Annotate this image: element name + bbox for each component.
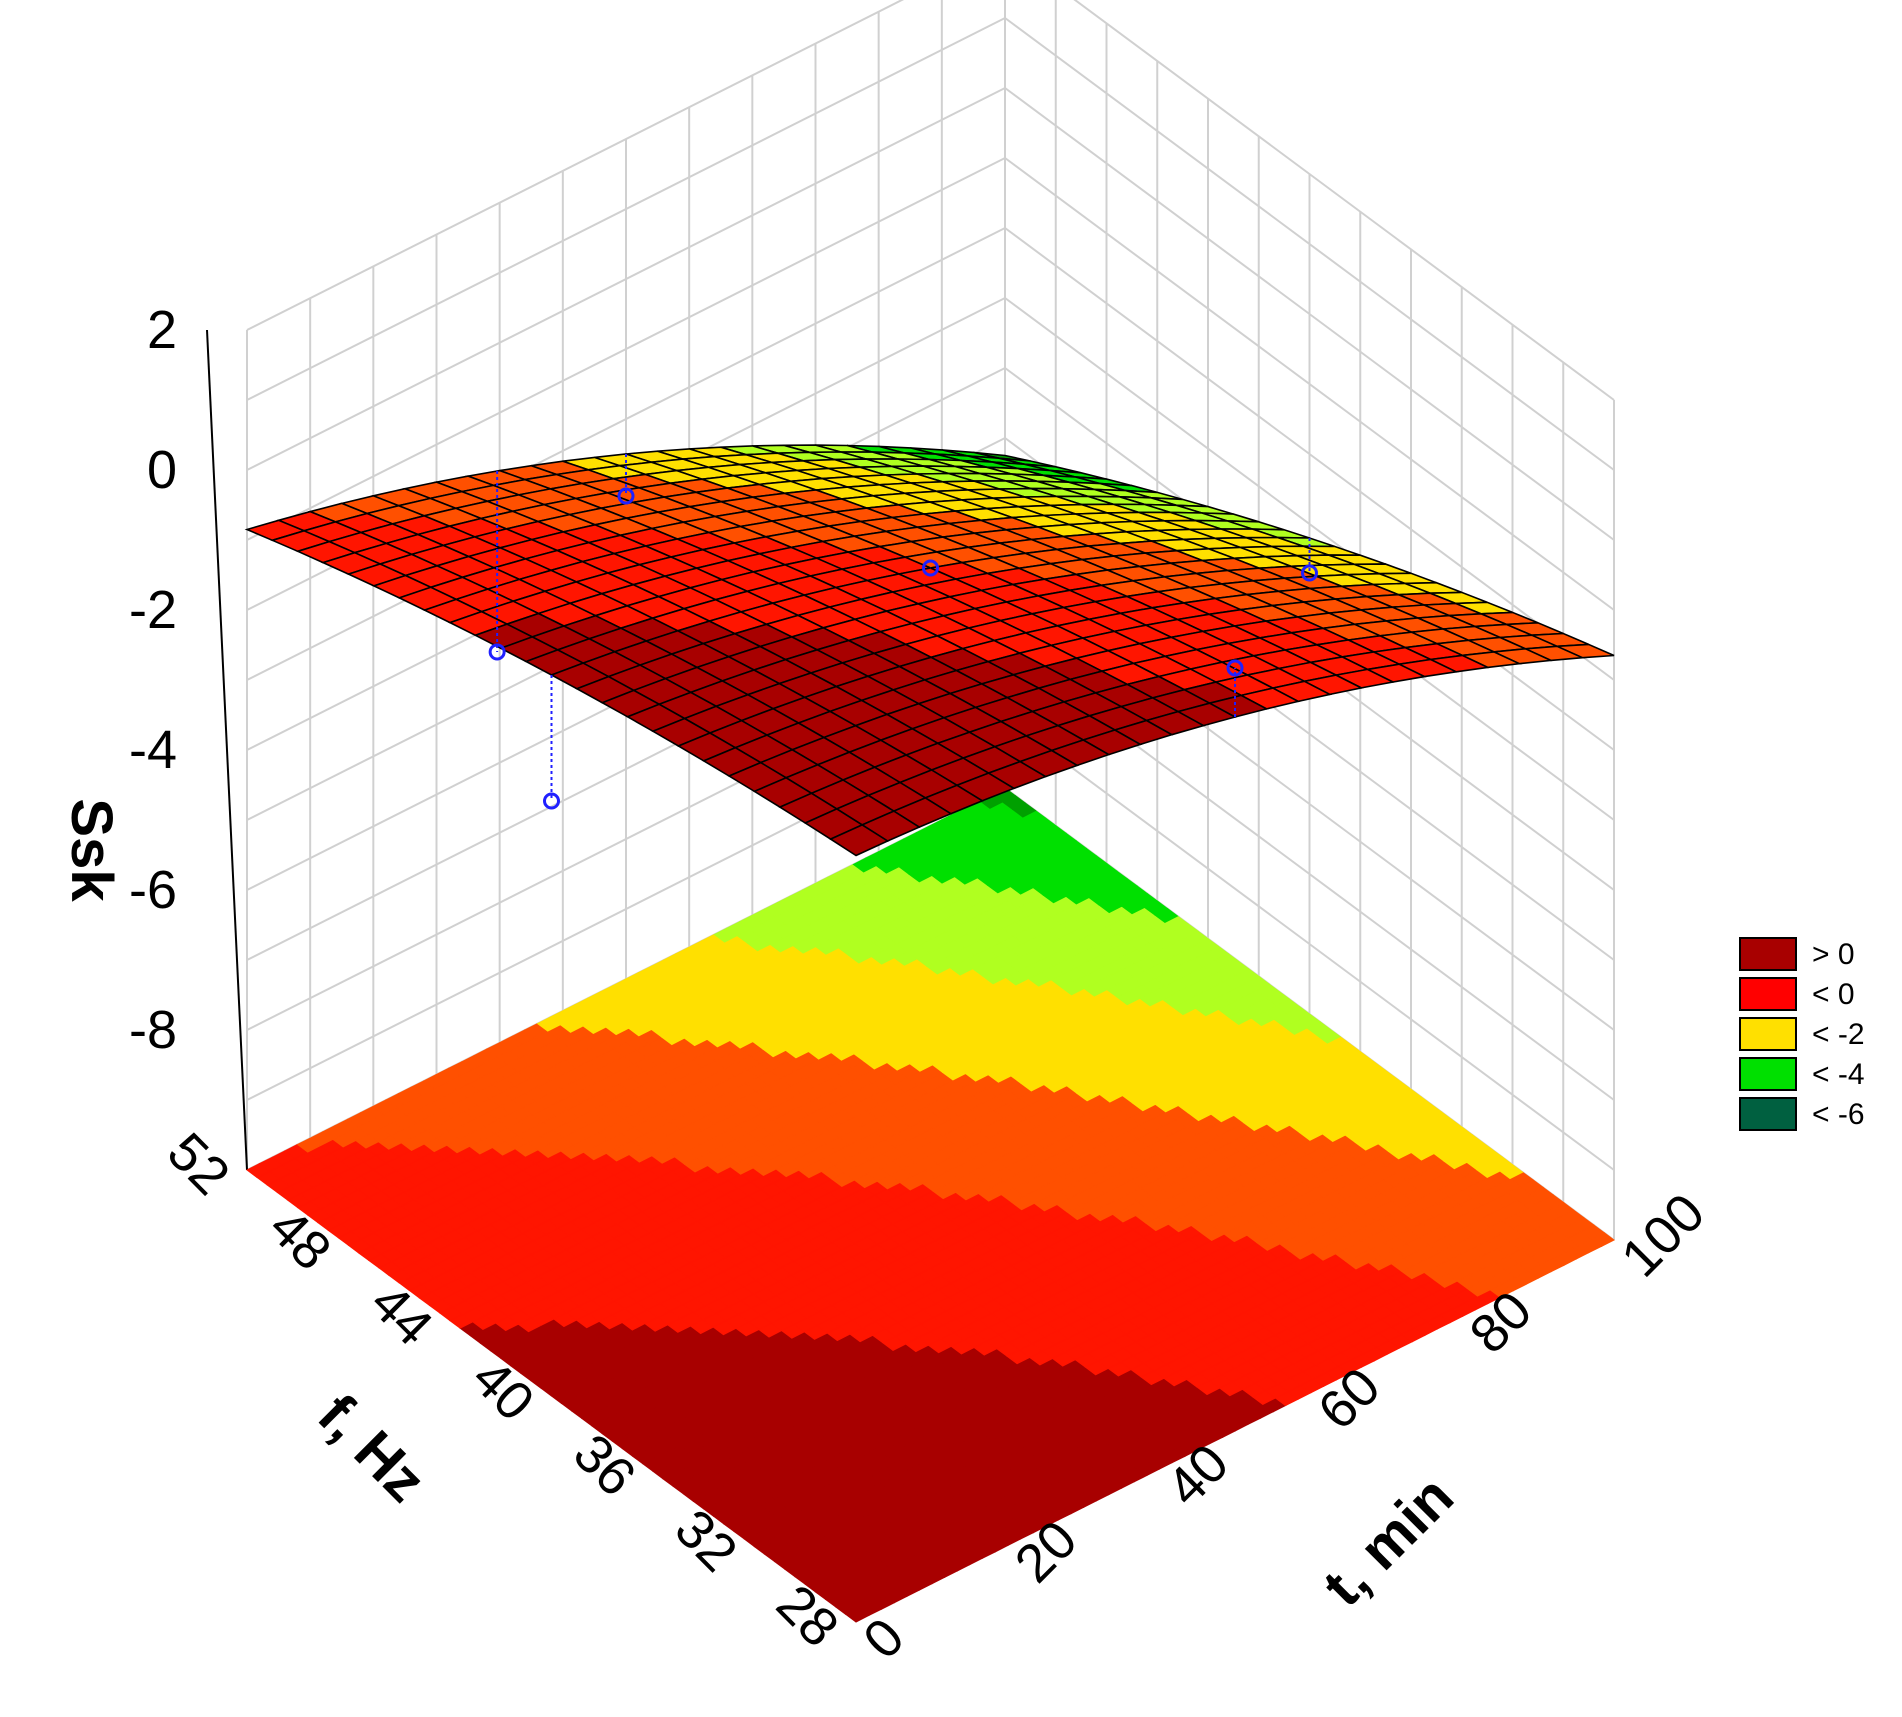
legend-label: < -4: [1812, 1058, 1865, 1091]
x-axis-title: t, min: [1311, 1464, 1466, 1619]
legend-label: < -6: [1812, 1098, 1865, 1131]
z-axis-line: [206, 329, 248, 1171]
contour-floor: [246, 787, 1615, 1623]
wall-grid-line: [246, 156, 1615, 611]
wall-grid-line: [246, 436, 1615, 891]
legend-label: < -2: [1812, 1018, 1865, 1051]
y-tick-label: 52: [156, 1122, 241, 1207]
z-tick-label: 2: [147, 300, 177, 360]
z-tick-label: -8: [129, 1000, 177, 1060]
legend-label: > 0: [1812, 938, 1855, 971]
wall-grid-line: [246, 86, 1615, 541]
legend-swatch: [1739, 1017, 1797, 1051]
wall-grid-line: [246, 16, 1615, 471]
z-tick-label: -4: [129, 720, 177, 780]
legend-swatch: [1739, 937, 1797, 971]
z-axis-title: Ssk: [59, 798, 124, 902]
y-axis-title: f, Hz: [306, 1382, 439, 1515]
z-tick-label: 0: [147, 440, 177, 500]
legend: > 0 < 0 < -2 < -4 < -6: [1739, 937, 1865, 1131]
z-tick-label: -2: [129, 580, 177, 640]
x-tick-label: 100: [1610, 1182, 1716, 1288]
z-tick-label: -6: [129, 860, 177, 920]
wall-grid-line: [246, 0, 1615, 401]
legend-swatch: [1739, 1057, 1797, 1091]
legend-swatch: [1739, 977, 1797, 1011]
legend-swatch: [1739, 1097, 1797, 1131]
response-surface: [244, 444, 1615, 857]
legend-label: < 0: [1812, 978, 1855, 1011]
